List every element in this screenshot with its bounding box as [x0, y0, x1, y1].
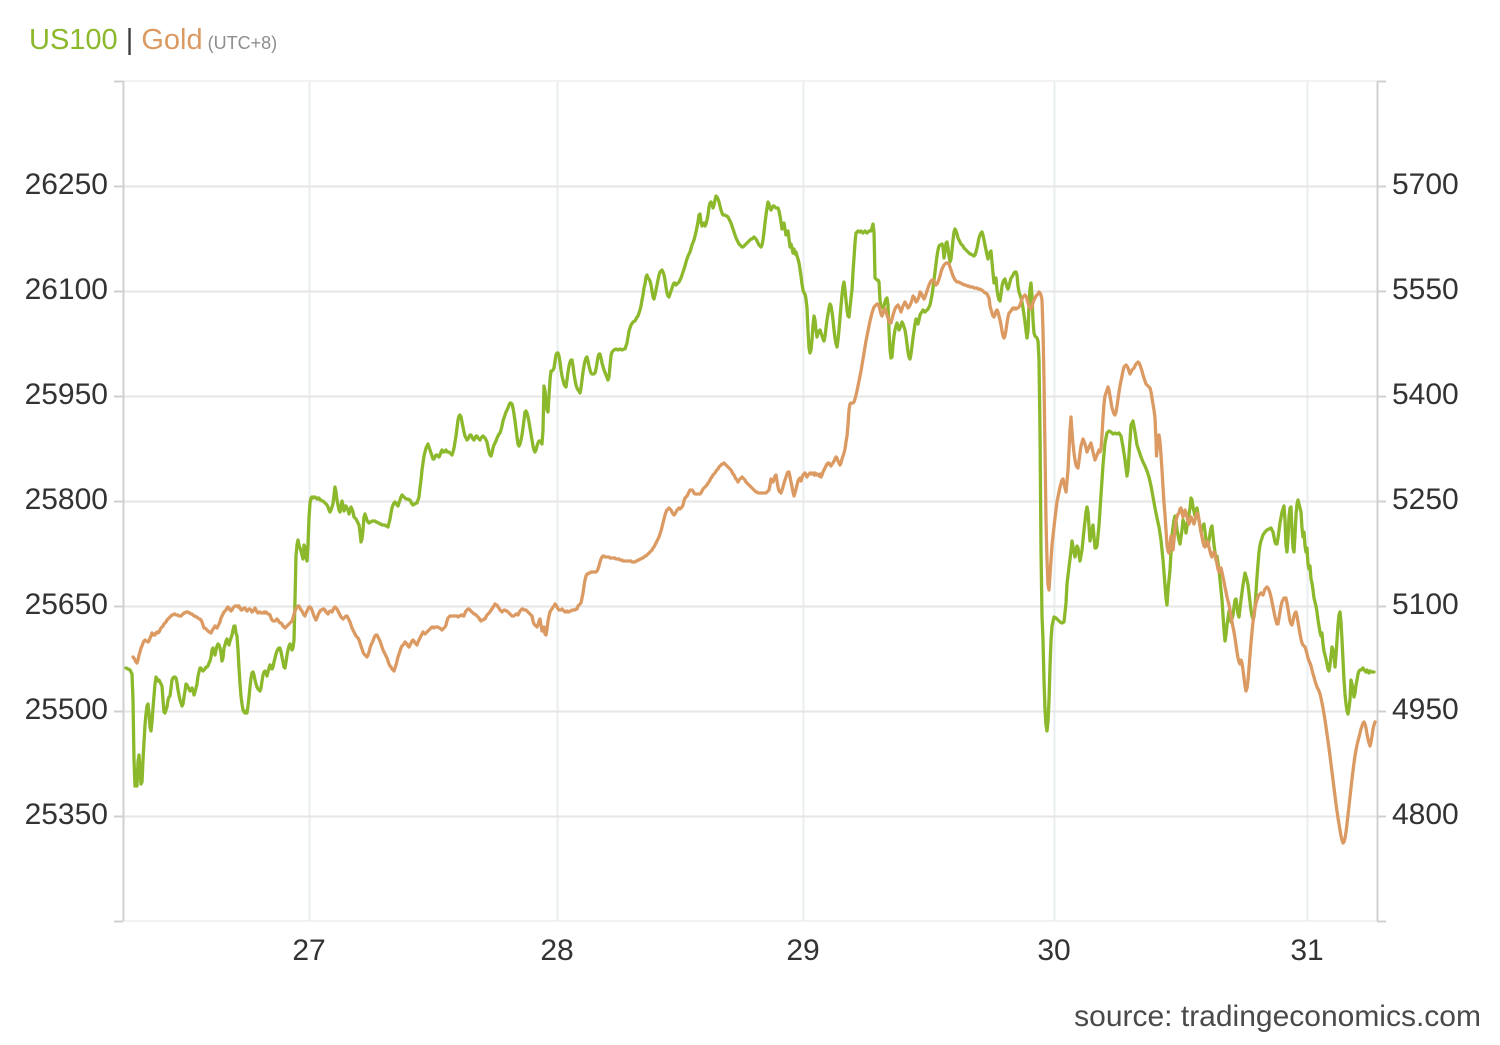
- svg-text:26250: 26250: [25, 168, 108, 201]
- svg-text:4800: 4800: [1392, 798, 1459, 831]
- svg-text:5400: 5400: [1392, 378, 1459, 411]
- svg-text:29: 29: [786, 934, 819, 967]
- svg-text:25800: 25800: [25, 483, 108, 516]
- svg-text:25950: 25950: [25, 378, 108, 411]
- svg-text:25650: 25650: [25, 588, 108, 621]
- svg-text:28: 28: [540, 934, 573, 967]
- svg-text:27: 27: [292, 934, 325, 967]
- svg-text:US100 | Gold (UTC+8): US100 | Gold (UTC+8): [29, 24, 277, 56]
- svg-text:5550: 5550: [1392, 273, 1459, 306]
- svg-text:25350: 25350: [25, 798, 108, 831]
- svg-text:5100: 5100: [1392, 588, 1459, 621]
- svg-text:26100: 26100: [25, 273, 108, 306]
- svg-text:5250: 5250: [1392, 483, 1459, 516]
- svg-text:4950: 4950: [1392, 693, 1459, 726]
- svg-text:25500: 25500: [25, 693, 108, 726]
- svg-text:31: 31: [1290, 934, 1323, 967]
- svg-text:5700: 5700: [1392, 168, 1459, 201]
- svg-text:30: 30: [1037, 934, 1070, 967]
- svg-text:source: tradingeconomics.com: source: tradingeconomics.com: [1074, 1000, 1481, 1033]
